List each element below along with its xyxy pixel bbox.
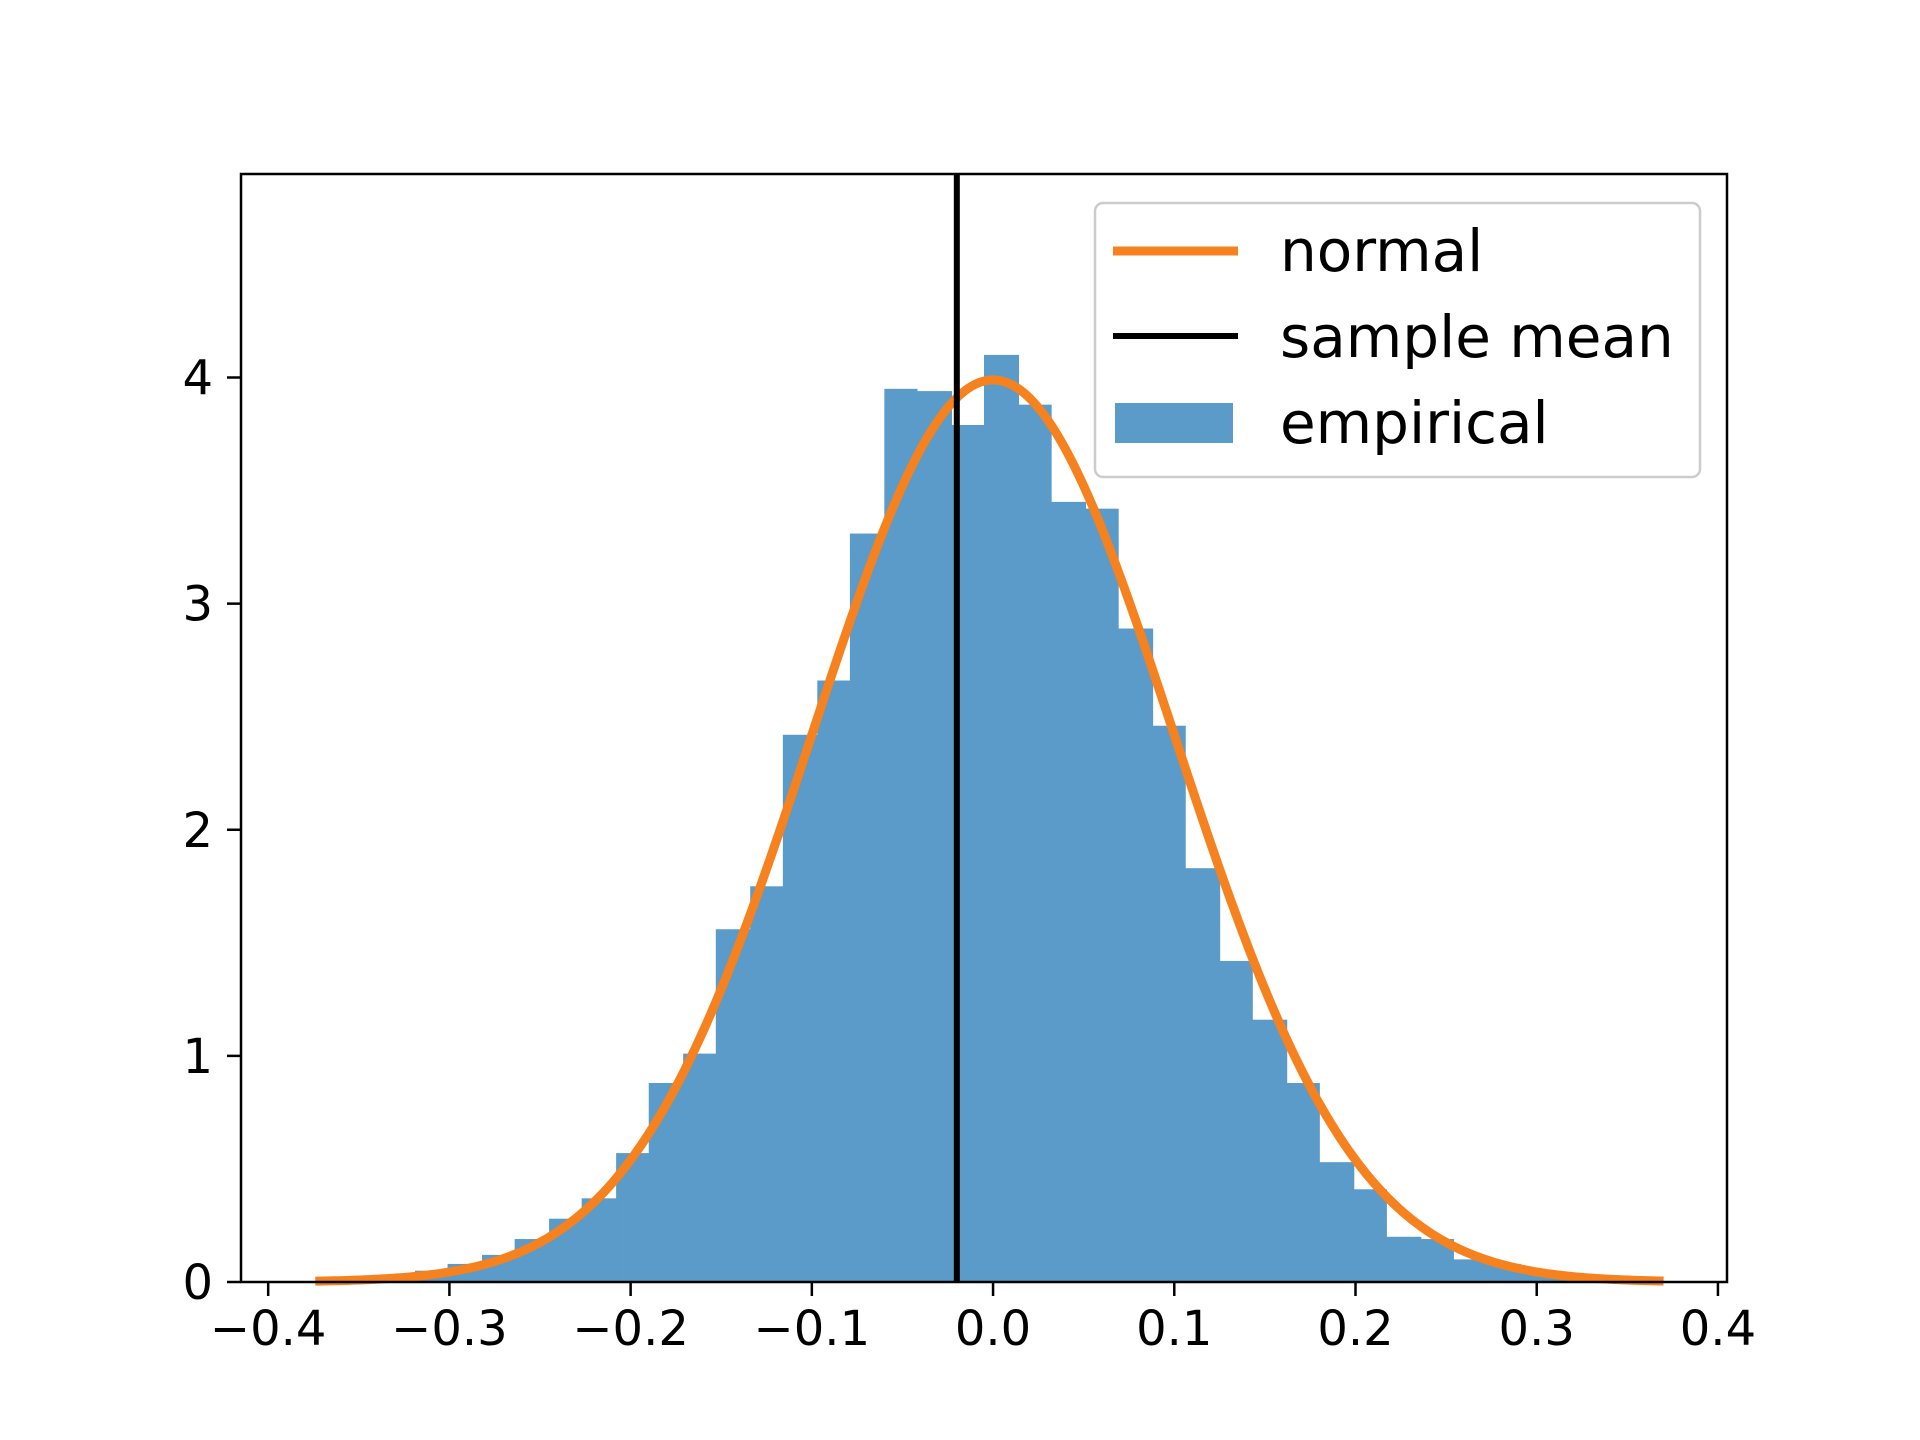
legend-normal-label: normal [1280, 217, 1483, 285]
legend: normal sample mean empirical [1093, 201, 1702, 479]
y-tick-label: 2 [182, 803, 213, 859]
histogram-bar [1051, 501, 1087, 1282]
x-tick-label: 0.0 [955, 1301, 1031, 1357]
histogram-bar [750, 886, 784, 1282]
histogram-bar [1353, 1189, 1387, 1282]
histogram-bar [884, 388, 918, 1282]
x-tick-label: −0.4 [210, 1301, 327, 1357]
histogram-bar [1319, 1162, 1355, 1282]
x-tick-label: 0.1 [1136, 1301, 1212, 1357]
legend-empirical-swatch [1115, 403, 1233, 443]
x-tick-label: 0.4 [1680, 1301, 1756, 1357]
x-tick-label: −0.3 [391, 1301, 508, 1357]
axes-frame [239, 172, 1729, 1284]
histogram-bar [1252, 1019, 1288, 1282]
histogram-bar [1118, 628, 1154, 1282]
y-axis-ticks: 0 1 2 3 4 [182, 351, 241, 1311]
histogram-bar [1386, 1236, 1422, 1282]
legend-empirical-label: empirical [1280, 389, 1549, 457]
y-tick-label: 0 [182, 1255, 213, 1311]
histogram-bar [984, 354, 1020, 1282]
x-tick-label: 0.2 [1317, 1301, 1393, 1357]
histogram-bar [1219, 960, 1253, 1282]
y-tick-label: 3 [182, 577, 213, 633]
x-tick-label: −0.1 [754, 1301, 871, 1357]
x-tick-label: 0.3 [1499, 1301, 1575, 1357]
histogram-bar [1185, 868, 1221, 1282]
histogram-bar [916, 391, 952, 1283]
histogram-bar [1085, 508, 1119, 1282]
histogram-bars [315, 354, 1656, 1283]
histogram-bar [1286, 1083, 1320, 1282]
histogram-bar [683, 1053, 717, 1282]
y-tick-label: 1 [182, 1029, 213, 1085]
histogram-bar [849, 533, 885, 1282]
histogram-bar [1453, 1259, 1489, 1282]
legend-box [1093, 201, 1702, 479]
histogram-bar [1018, 404, 1052, 1282]
x-axis-ticks: −0.4 −0.3 −0.2 −0.1 0.0 0.1 0.2 0.3 0.4 [210, 1282, 1756, 1357]
legend-sample-mean-label: sample mean [1280, 303, 1674, 371]
normal-curve [315, 375, 1664, 1286]
histogram-bar [1152, 725, 1186, 1282]
x-tick-label: −0.2 [572, 1301, 689, 1357]
histogram-bar [817, 680, 851, 1282]
histogram-bar [782, 734, 818, 1282]
y-tick-label: 4 [182, 351, 213, 407]
